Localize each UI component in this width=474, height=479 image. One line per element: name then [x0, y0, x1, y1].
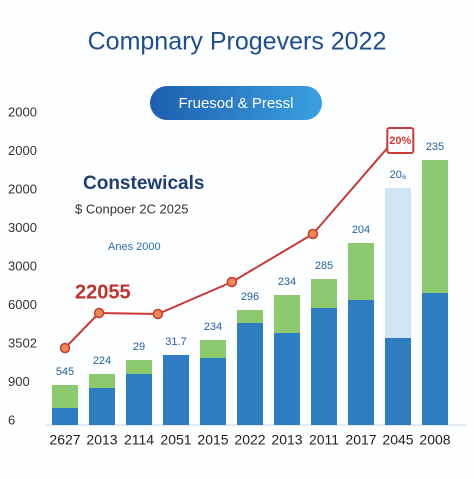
bar-segment — [311, 279, 337, 308]
x-tick-label: 2022 — [234, 432, 265, 448]
y-tick-label: 900 — [8, 374, 30, 389]
bar-segment — [200, 358, 226, 425]
bar-segment — [89, 388, 115, 425]
x-tick-label: 2051 — [160, 432, 191, 448]
bar-segment — [348, 243, 374, 300]
x-tick-label: 2008 — [419, 432, 450, 448]
x-tick-label: 2017 — [345, 432, 376, 448]
y-tick-label: 2000 — [8, 143, 37, 158]
bar-segment — [163, 355, 189, 425]
x-tick-label: 2627 — [49, 432, 80, 448]
annotation: $ Conpoer 2C 2025 — [75, 201, 188, 216]
bar-segment — [126, 374, 152, 425]
bar-segment — [274, 333, 300, 425]
annotation: Anes 2000 — [108, 241, 161, 253]
bar-label: 204 — [352, 224, 370, 236]
trend-point — [307, 228, 319, 240]
bar-segment — [422, 293, 448, 425]
y-tick-label: 3000 — [8, 258, 37, 273]
chart-title: Compnary Progevers 2022 — [88, 28, 387, 56]
bar-label: 29 — [133, 341, 145, 353]
bar-label: 234 — [204, 321, 222, 333]
trend-point — [93, 307, 105, 319]
annotation: 22055 — [75, 281, 131, 303]
bar-label: 234 — [278, 276, 296, 288]
bar-segment — [348, 300, 374, 425]
bar-segment — [385, 338, 411, 425]
y-tick-label: 3502 — [8, 335, 37, 350]
annotation: Constewicals — [83, 173, 204, 194]
bar-label: 545 — [56, 366, 74, 378]
bar-segment — [385, 188, 411, 338]
bar-label: 296 — [241, 291, 259, 303]
bar-segment — [422, 160, 448, 293]
y-tick-label: 6 — [8, 412, 15, 427]
x-tick-label: 2013 — [271, 432, 302, 448]
bar-segment — [126, 360, 152, 374]
bar-label: 235 — [426, 141, 444, 153]
bar-segment — [311, 308, 337, 425]
x-tick-label: 2045 — [382, 432, 413, 448]
bar-segment — [52, 385, 78, 408]
badge-label: 20% — [389, 135, 411, 147]
badge — [386, 127, 415, 154]
x-tick-label: 2011 — [309, 432, 339, 448]
trend-point — [226, 276, 238, 288]
x-tick-label: 2114 — [124, 432, 154, 448]
bar-label: 224 — [93, 355, 111, 367]
button-label[interactable]: Fruesod & Pressl — [178, 95, 293, 112]
bar-label: 285 — [315, 260, 333, 272]
y-tick-label: 2000 — [8, 181, 37, 196]
trend-point — [59, 342, 71, 354]
bar-segment — [274, 295, 300, 333]
bar-label: 31.7 — [165, 336, 186, 348]
y-tick-label: 2000 — [8, 104, 37, 119]
trend-point — [152, 308, 164, 320]
trend-line — [64, 139, 396, 349]
y-tick-label: 6000 — [8, 297, 37, 312]
bar-segment — [237, 310, 263, 323]
y-tick-label: 3000 — [8, 220, 37, 235]
button[interactable] — [150, 86, 322, 120]
bar-segment — [52, 408, 78, 425]
x-tick-label: 2013 — [86, 432, 117, 448]
bar-label: 20₆ — [390, 169, 407, 181]
bar-segment — [200, 340, 226, 358]
x-tick-label: 2015 — [197, 432, 228, 448]
bar-segment — [237, 323, 263, 425]
bar-segment — [89, 374, 115, 388]
